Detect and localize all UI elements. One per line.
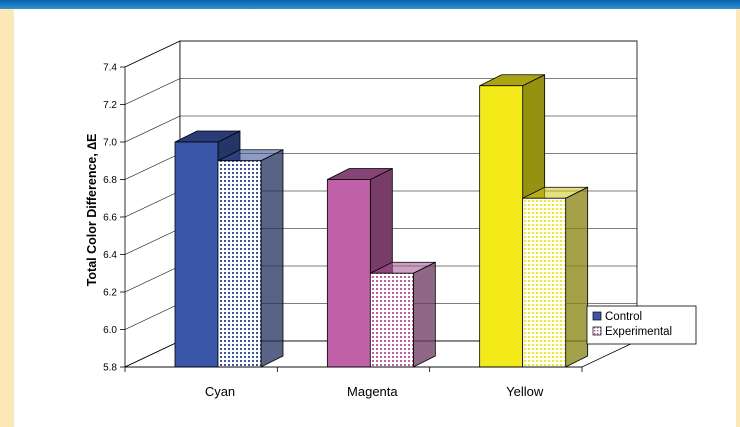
gridline [124, 40, 637, 68]
y-tick-label: 7.2 [103, 100, 117, 111]
y-tick-label: 6.6 [103, 213, 117, 224]
y-tick-label: 5.8 [103, 363, 117, 374]
bar-yellow-experimental [522, 186, 589, 368]
top-banner [0, 0, 740, 9]
legend-label-experimental: Experimental [605, 326, 672, 338]
legend: Control Experimental [586, 305, 697, 345]
bar-magenta-experimental [369, 261, 436, 368]
legend-swatch-control [592, 311, 602, 321]
x-tick-label-yellow: Yellow [506, 384, 544, 399]
y-tick-label: 7.0 [103, 138, 117, 149]
legend-swatch-experimental [592, 326, 602, 336]
y-tick-label: 7.4 [103, 63, 117, 74]
bars [174, 74, 589, 368]
bar-cyan-experimental [217, 149, 284, 368]
y-tick-label: 6.4 [103, 250, 117, 261]
y-tick-label: 6.2 [103, 288, 117, 299]
legend-label-control: Control [605, 311, 642, 323]
y-axis: 5.8 6.0 6.2 6.4 6.6 6.8 7.0 7.2 7.4 [103, 63, 125, 374]
y-axis-label: Total Color Difference, ∆E [85, 134, 99, 287]
x-tick-label-magenta: Magenta [347, 384, 398, 399]
gridline [124, 78, 637, 105]
y-tick-label: 6.8 [103, 175, 117, 186]
x-tick-label-cyan: Cyan [205, 384, 235, 399]
y-tick-label: 6.0 [103, 325, 117, 336]
x-axis: Cyan Magenta Yellow [124, 366, 583, 399]
